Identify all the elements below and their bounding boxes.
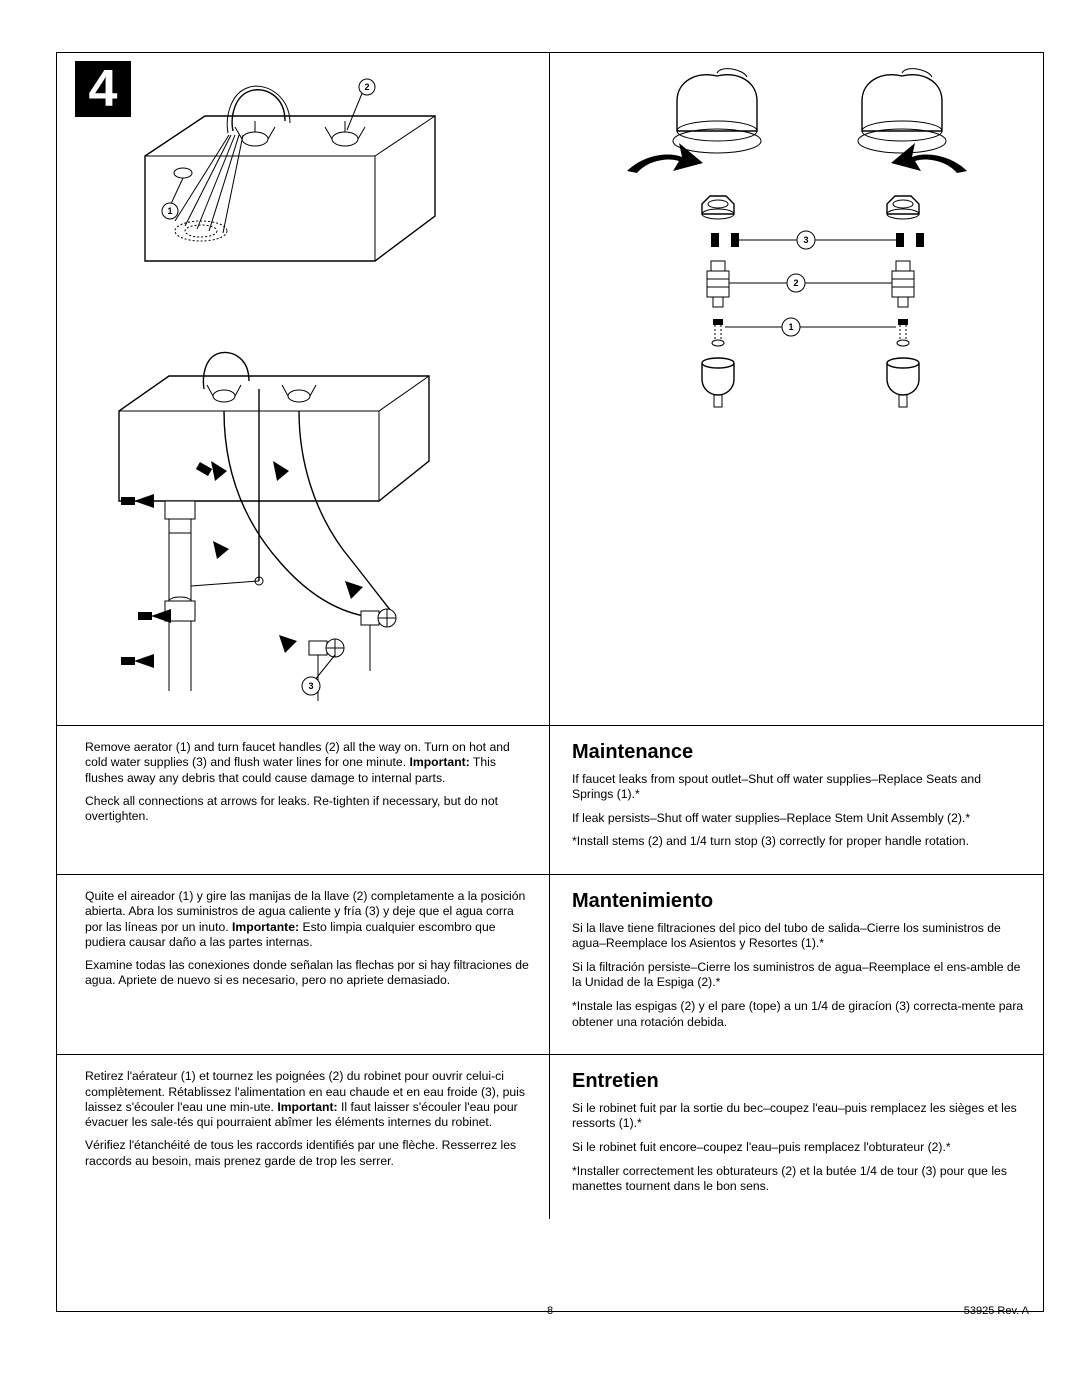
english-section: Remove aerator (1) and turn faucet handl… xyxy=(57,726,1043,875)
page-number: 8 xyxy=(547,1305,553,1317)
faucet-flush-diagram: 1 2 xyxy=(135,61,465,321)
french-maintenance: Entretien Si le robinet fuit par la sort… xyxy=(550,1055,1043,1219)
french-section: Retirez l'aérateur (1) et tournez les po… xyxy=(57,1055,1043,1255)
fr-maint-p2: Si le robinet fuit encore–coupez l'eau–p… xyxy=(572,1140,1025,1156)
es-maint-title: Mantenimiento xyxy=(572,889,1025,915)
en-maint-p1: If faucet leaks from spout outlet–Shut o… xyxy=(572,772,1025,803)
callout-1: 1 xyxy=(167,206,172,216)
english-instructions: Remove aerator (1) and turn faucet handl… xyxy=(57,726,550,874)
callout-3: 3 xyxy=(308,681,313,691)
es-p2: Examine todas las conexiones donde señal… xyxy=(85,958,531,989)
callout-3b: 3 xyxy=(803,235,808,245)
en-p1-bold: Important: xyxy=(410,755,470,769)
fr-p1-bold: Important: xyxy=(277,1100,337,1114)
undersink-diagram: 3 xyxy=(109,341,449,711)
es-maint-p2: Si la filtración persiste–Cierre los sum… xyxy=(572,960,1025,991)
left-column: 4 xyxy=(57,53,550,725)
fr-maint-p3: *Installer correctement les obturateurs … xyxy=(572,1164,1025,1195)
callout-2: 2 xyxy=(364,82,369,92)
fr-maint-title: Entretien xyxy=(572,1069,1025,1095)
right-column: 3 2 1 xyxy=(550,53,1043,725)
revision-label: 53925 Rev. A xyxy=(964,1305,1029,1317)
manual-page: 4 xyxy=(56,52,1044,1312)
exploded-stem-diagram: 3 2 1 xyxy=(587,61,1007,431)
en-p2: Check all connections at arrows for leak… xyxy=(85,794,531,825)
en-maint-p3: *Install stems (2) and 1/4 turn stop (3)… xyxy=(572,834,1025,850)
callout-1b: 1 xyxy=(788,322,793,332)
en-maint-title: Maintenance xyxy=(572,740,1025,766)
french-instructions: Retirez l'aérateur (1) et tournez les po… xyxy=(57,1055,550,1219)
en-maint-p2: If leak persists–Shut off water supplies… xyxy=(572,811,1025,827)
fr-p2: Vérifiez l'étanchéité de tous les raccor… xyxy=(85,1138,531,1169)
spanish-section: Quite el aireador (1) y gire las manijas… xyxy=(57,875,1043,1055)
english-maintenance: Maintenance If faucet leaks from spout o… xyxy=(550,726,1043,874)
es-maint-p1: Si la llave tiene filtraciones del pico … xyxy=(572,921,1025,952)
step-number-box: 4 xyxy=(75,61,131,117)
spanish-instructions: Quite el aireador (1) y gire las manijas… xyxy=(57,875,550,1054)
es-p1-bold: Importante: xyxy=(232,920,299,934)
spanish-maintenance: Mantenimiento Si la llave tiene filtraci… xyxy=(550,875,1043,1054)
fr-maint-p1: Si le robinet fuit par la sortie du bec–… xyxy=(572,1101,1025,1132)
figures-row: 4 xyxy=(57,53,1043,726)
callout-2b: 2 xyxy=(793,278,798,288)
es-maint-p3: *Instale las espigas (2) y el pare (tope… xyxy=(572,999,1025,1030)
